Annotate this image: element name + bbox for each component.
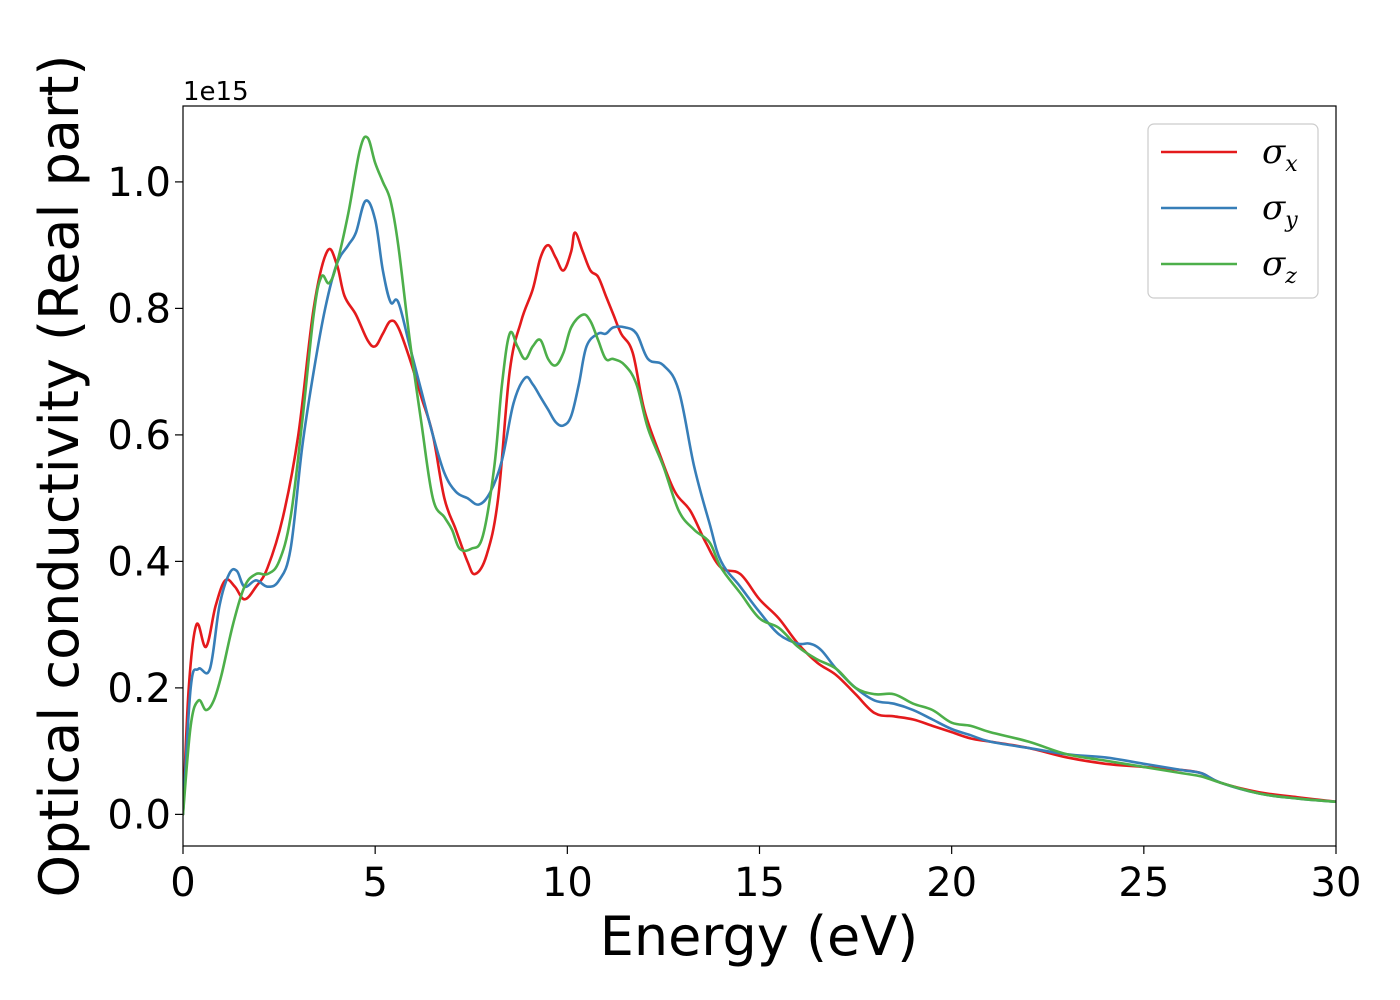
series-line-z <box>183 135 1336 816</box>
x-tick-label: 25 <box>1118 860 1169 906</box>
y-tick-label: 0.4 <box>107 539 171 585</box>
y-tick-label: 0.0 <box>107 792 171 838</box>
y-tick-label: 1.0 <box>107 160 171 206</box>
x-axis-label: Energy (eV) <box>600 905 919 968</box>
y-axis-ticks: 0.0 0.2 0.4 0.6 0.8 1.0 <box>107 160 183 838</box>
y-axis-label: Optical conductivity (Real part) <box>28 55 91 898</box>
y-tick-label: 0.8 <box>107 286 171 332</box>
series-layer <box>183 135 1336 816</box>
x-tick-label: 30 <box>1311 860 1362 906</box>
legend-box <box>1147 123 1319 299</box>
y-tick-label: 0.6 <box>107 413 171 459</box>
x-tick-label: 10 <box>542 860 593 906</box>
series-line-y <box>183 199 1336 816</box>
x-tick-label: 20 <box>926 860 977 906</box>
y-offset-text: 1e15 <box>183 77 249 107</box>
x-axis-ticks: 0 5 10 15 20 25 30 <box>170 846 1361 906</box>
x-tick-label: 15 <box>734 860 785 906</box>
y-tick-label: 0.2 <box>107 666 171 712</box>
x-tick-label: 5 <box>362 860 387 906</box>
x-tick-label: 0 <box>170 860 195 906</box>
